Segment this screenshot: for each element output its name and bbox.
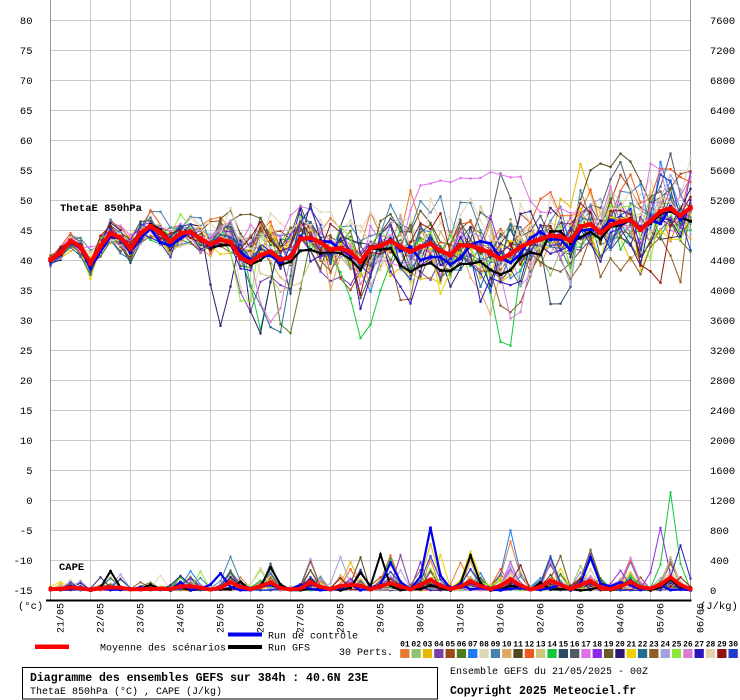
svg-text:6800: 6800: [710, 76, 735, 88]
svg-text:ThetaE 850hPa (°C) , CAPE (J/k: ThetaE 850hPa (°C) , CAPE (J/kg): [30, 686, 222, 698]
svg-text:01: 01: [400, 641, 410, 650]
svg-text:60: 60: [20, 136, 33, 148]
svg-text:17: 17: [581, 641, 591, 650]
svg-text:400: 400: [710, 556, 729, 568]
svg-text:0: 0: [710, 586, 716, 598]
svg-text:08: 08: [479, 641, 489, 650]
svg-text:80: 80: [20, 16, 33, 28]
svg-text:12: 12: [525, 641, 535, 650]
svg-text:21: 21: [626, 641, 636, 650]
svg-text:03: 03: [423, 641, 433, 650]
svg-text:45: 45: [20, 226, 33, 238]
svg-text:50: 50: [20, 196, 33, 208]
svg-text:7200: 7200: [710, 46, 735, 58]
svg-text:05: 05: [445, 641, 455, 650]
svg-text:55: 55: [20, 166, 33, 178]
svg-text:03/06: 03/06: [576, 603, 588, 633]
svg-text:24/05: 24/05: [176, 603, 188, 633]
svg-text:0: 0: [26, 496, 32, 508]
svg-text:Moyenne des scénarios: Moyenne des scénarios: [100, 643, 226, 655]
svg-text:Ensemble GEFS du 21/05/2025 -: Ensemble GEFS du 21/05/2025 - 00Z: [450, 666, 648, 678]
svg-text:6000: 6000: [710, 136, 735, 148]
svg-text:4000: 4000: [710, 286, 735, 298]
svg-text:30/05: 30/05: [416, 603, 428, 633]
svg-text:15: 15: [20, 406, 33, 418]
svg-text:70: 70: [20, 76, 33, 88]
svg-text:3600: 3600: [710, 316, 735, 328]
svg-text:04/06: 04/06: [616, 603, 628, 633]
svg-text:75: 75: [20, 46, 33, 58]
svg-text:30: 30: [20, 316, 33, 328]
svg-text:06/06: 06/06: [696, 603, 708, 633]
svg-text:5200: 5200: [710, 196, 735, 208]
svg-text:13: 13: [536, 641, 546, 650]
svg-text:65: 65: [20, 106, 33, 118]
svg-text:24: 24: [660, 641, 670, 650]
svg-text:2400: 2400: [710, 406, 735, 418]
svg-text:ThetaE 850hPa: ThetaE 850hPa: [60, 203, 143, 215]
svg-text:35: 35: [20, 286, 33, 298]
svg-text:-15: -15: [14, 586, 33, 598]
svg-text:29/05: 29/05: [376, 603, 388, 633]
svg-text:22: 22: [638, 641, 648, 650]
svg-text:26: 26: [683, 641, 693, 650]
svg-text:30 Perts.: 30 Perts.: [339, 648, 393, 659]
svg-text:18: 18: [592, 641, 602, 650]
svg-text:04: 04: [434, 641, 444, 650]
svg-text:07: 07: [468, 641, 478, 650]
svg-text:800: 800: [710, 526, 729, 538]
svg-text:11: 11: [513, 641, 523, 650]
svg-text:10: 10: [502, 641, 512, 650]
svg-text:25: 25: [672, 641, 682, 650]
svg-text:29: 29: [717, 641, 727, 650]
svg-text:-10: -10: [14, 556, 33, 568]
svg-text:02: 02: [411, 641, 421, 650]
svg-text:01/06: 01/06: [496, 603, 508, 633]
svg-text:15: 15: [559, 641, 569, 650]
svg-text:26/05: 26/05: [256, 603, 268, 633]
svg-text:7600: 7600: [710, 16, 735, 28]
svg-text:1200: 1200: [710, 496, 735, 508]
svg-text:06: 06: [457, 641, 467, 650]
svg-text:31/05: 31/05: [456, 603, 468, 633]
svg-text:09: 09: [491, 641, 501, 650]
svg-text:20: 20: [615, 641, 625, 650]
svg-text:3200: 3200: [710, 346, 735, 358]
svg-text:Run GFS: Run GFS: [268, 644, 310, 655]
svg-text:20: 20: [20, 376, 33, 388]
svg-text:5600: 5600: [710, 166, 735, 178]
svg-text:27/05: 27/05: [296, 603, 308, 633]
svg-text:23: 23: [649, 641, 659, 650]
svg-text:1600: 1600: [710, 466, 735, 478]
svg-text:-5: -5: [20, 526, 33, 538]
svg-text:6400: 6400: [710, 106, 735, 118]
svg-text:Diagramme des ensembles GEFS s: Diagramme des ensembles GEFS sur 384h : …: [30, 672, 368, 685]
svg-text:30: 30: [728, 641, 738, 650]
svg-text:Run de contrôle: Run de contrôle: [268, 631, 358, 643]
svg-text:22/05: 22/05: [96, 603, 108, 633]
svg-text:02/06: 02/06: [536, 603, 548, 633]
svg-text:28: 28: [706, 641, 716, 650]
svg-text:Copyright 2025 Meteociel.fr: Copyright 2025 Meteociel.fr: [450, 685, 636, 698]
svg-text:4400: 4400: [710, 256, 735, 268]
svg-text:5: 5: [26, 466, 32, 478]
svg-text:2800: 2800: [710, 376, 735, 388]
svg-text:21/05: 21/05: [56, 603, 68, 633]
svg-text:14: 14: [547, 641, 557, 650]
svg-text:(J/kg): (J/kg): [700, 601, 738, 613]
svg-text:05/06: 05/06: [656, 603, 668, 633]
svg-text:25: 25: [20, 346, 33, 358]
svg-text:(°c): (°c): [18, 601, 43, 613]
svg-text:4800: 4800: [710, 226, 735, 238]
svg-text:19: 19: [604, 641, 614, 650]
svg-text:CAPE: CAPE: [59, 562, 84, 574]
svg-text:10: 10: [20, 436, 33, 448]
svg-text:2000: 2000: [710, 436, 735, 448]
svg-text:27: 27: [694, 641, 704, 650]
svg-text:16: 16: [570, 641, 580, 650]
svg-text:28/05: 28/05: [336, 603, 348, 633]
svg-text:40: 40: [20, 256, 33, 268]
svg-text:25/05: 25/05: [216, 603, 228, 633]
svg-text:23/05: 23/05: [136, 603, 148, 633]
